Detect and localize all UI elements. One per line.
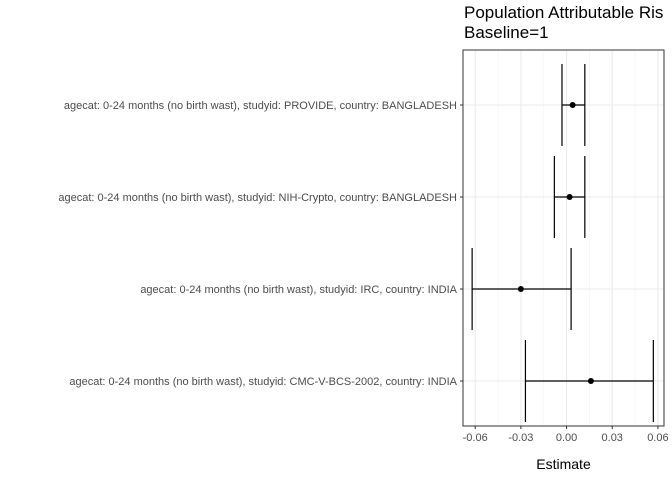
x-tick-label: 0.03 (602, 432, 623, 444)
x-tick-label: -0.03 (508, 432, 533, 444)
chart-subtitle: Baseline=1 (464, 23, 549, 42)
y-tick-label: agecat: 0-24 months (no birth wast), stu… (58, 192, 457, 204)
estimate-point (517, 286, 524, 292)
y-tick-label: agecat: 0-24 months (no birth wast), stu… (140, 284, 457, 296)
x-tick-label: 0.00 (556, 432, 577, 444)
y-tick-label: agecat: 0-24 months (no birth wast), stu… (69, 376, 457, 388)
estimate-point (566, 194, 573, 200)
y-tick-label: agecat: 0-24 months (no birth wast), stu… (64, 100, 457, 112)
chart-title: Population Attributable Ris (464, 3, 664, 22)
x-axis-label: Estimate (536, 456, 591, 472)
estimate-point (569, 102, 576, 108)
panel-border (462, 49, 665, 427)
x-tick-label: 0.06 (647, 432, 668, 444)
estimate-point (587, 378, 594, 384)
plot-panel (463, 50, 664, 426)
x-tick-label: -0.06 (463, 432, 488, 444)
